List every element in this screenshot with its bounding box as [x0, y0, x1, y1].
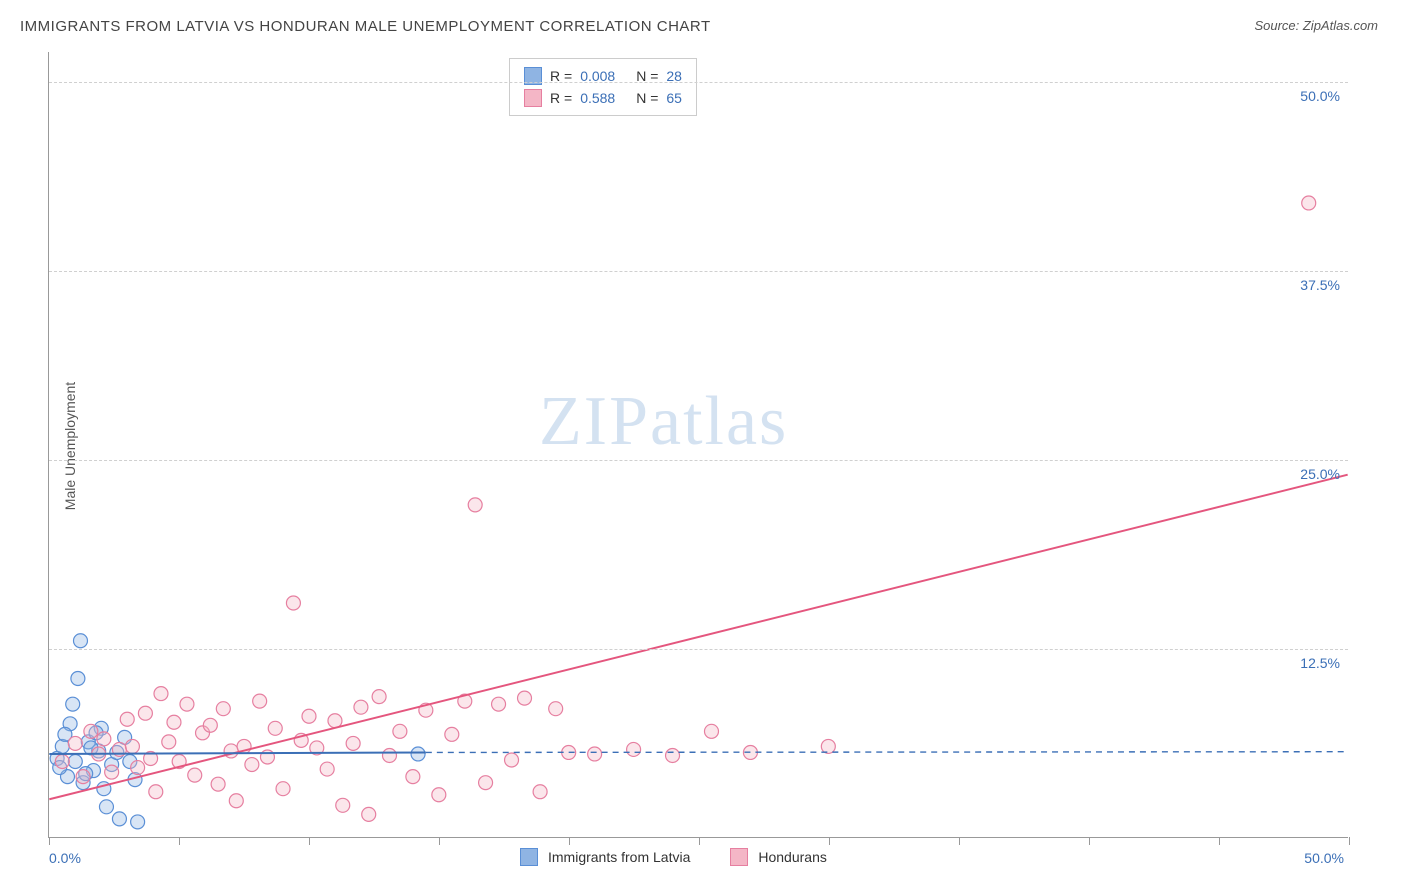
- y-tick-label: 37.5%: [1300, 277, 1340, 293]
- legend-row-latvia: R = 0.008 N = 28: [524, 65, 682, 87]
- scatter-point: [362, 807, 376, 821]
- scatter-point: [627, 742, 641, 756]
- scatter-point: [68, 736, 82, 750]
- scatter-point: [411, 747, 425, 761]
- scatter-point: [55, 755, 69, 769]
- scatter-point: [84, 724, 98, 738]
- y-tick-label: 25.0%: [1300, 466, 1340, 482]
- scatter-point: [71, 671, 85, 685]
- scatter-point: [76, 770, 90, 784]
- x-tick: [49, 837, 50, 845]
- scatter-point: [125, 739, 139, 753]
- scatter-point: [406, 770, 420, 784]
- gridline-h: [49, 82, 1348, 83]
- scatter-point: [821, 739, 835, 753]
- legend-row-hondurans: R = 0.588 N = 65: [524, 87, 682, 109]
- swatch-hondurans: [524, 89, 542, 107]
- scatter-point: [154, 687, 168, 701]
- scatter-point: [302, 709, 316, 723]
- x-tick: [959, 837, 960, 845]
- scatter-point: [346, 736, 360, 750]
- scatter-point: [383, 748, 397, 762]
- x-tick: [1219, 837, 1220, 845]
- scatter-point: [533, 785, 547, 799]
- scatter-point: [162, 735, 176, 749]
- label-R: R =: [550, 90, 572, 106]
- x-min-label: 0.0%: [49, 850, 81, 866]
- swatch-hondurans-bottom: [730, 848, 748, 866]
- y-tick-label: 12.5%: [1300, 655, 1340, 671]
- scatter-point: [97, 732, 111, 746]
- y-tick-label: 50.0%: [1300, 88, 1340, 104]
- scatter-point: [131, 761, 145, 775]
- scatter-point: [180, 697, 194, 711]
- scatter-point: [518, 691, 532, 705]
- scatter-point: [73, 634, 87, 648]
- x-max-label: 50.0%: [1304, 850, 1344, 866]
- value-R-hondurans: 0.588: [580, 90, 628, 106]
- scatter-point: [188, 768, 202, 782]
- scatter-point: [320, 762, 334, 776]
- scatter-point: [105, 765, 119, 779]
- x-tick: [699, 837, 700, 845]
- x-tick: [439, 837, 440, 845]
- scatter-point: [268, 721, 282, 735]
- scatter-point: [286, 596, 300, 610]
- scatter-point: [1302, 196, 1316, 210]
- series-legend: Immigrants from Latvia Hondurans: [520, 848, 827, 866]
- plot-area: ZIPatlas R = 0.008 N = 28 R = 0.588 N = …: [48, 52, 1348, 838]
- scatter-point: [468, 498, 482, 512]
- x-tick: [1089, 837, 1090, 845]
- correlation-legend: R = 0.008 N = 28 R = 0.588 N = 65: [509, 58, 697, 116]
- scatter-point: [666, 748, 680, 762]
- scatter-point: [99, 800, 113, 814]
- scatter-point: [549, 702, 563, 716]
- scatter-point: [393, 724, 407, 738]
- scatter-point: [354, 700, 368, 714]
- x-tick: [1349, 837, 1350, 845]
- chart-title: IMMIGRANTS FROM LATVIA VS HONDURAN MALE …: [20, 18, 711, 35]
- gridline-h: [49, 460, 1348, 461]
- scatter-point: [372, 690, 386, 704]
- legend-label-hondurans: Hondurans: [758, 849, 827, 865]
- scatter-point: [229, 794, 243, 808]
- scatter-point: [492, 697, 506, 711]
- scatter-point: [253, 694, 267, 708]
- scatter-point: [245, 758, 259, 772]
- scatter-point: [112, 812, 126, 826]
- scatter-point: [68, 755, 82, 769]
- scatter-point: [505, 753, 519, 767]
- scatter-point: [66, 697, 80, 711]
- source-attribution: Source: ZipAtlas.com: [1254, 18, 1378, 33]
- gridline-h: [49, 271, 1348, 272]
- scatter-point: [336, 798, 350, 812]
- scatter-svg: [49, 52, 1348, 837]
- trend-line-hondurans: [49, 475, 1347, 800]
- scatter-point: [211, 777, 225, 791]
- scatter-point: [167, 715, 181, 729]
- swatch-latvia-bottom: [520, 848, 538, 866]
- x-tick: [569, 837, 570, 845]
- scatter-point: [276, 782, 290, 796]
- scatter-point: [203, 718, 217, 732]
- scatter-point: [704, 724, 718, 738]
- scatter-point: [149, 785, 163, 799]
- scatter-point: [445, 727, 459, 741]
- x-tick: [309, 837, 310, 845]
- scatter-point: [432, 788, 446, 802]
- scatter-point: [588, 747, 602, 761]
- x-tick: [829, 837, 830, 845]
- legend-label-latvia: Immigrants from Latvia: [548, 849, 690, 865]
- scatter-point: [131, 815, 145, 829]
- scatter-point: [479, 776, 493, 790]
- scatter-point: [138, 706, 152, 720]
- x-tick: [179, 837, 180, 845]
- gridline-h: [49, 649, 1348, 650]
- scatter-point: [216, 702, 230, 716]
- scatter-point: [120, 712, 134, 726]
- value-N-hondurans: 65: [666, 90, 682, 106]
- label-N: N =: [636, 90, 658, 106]
